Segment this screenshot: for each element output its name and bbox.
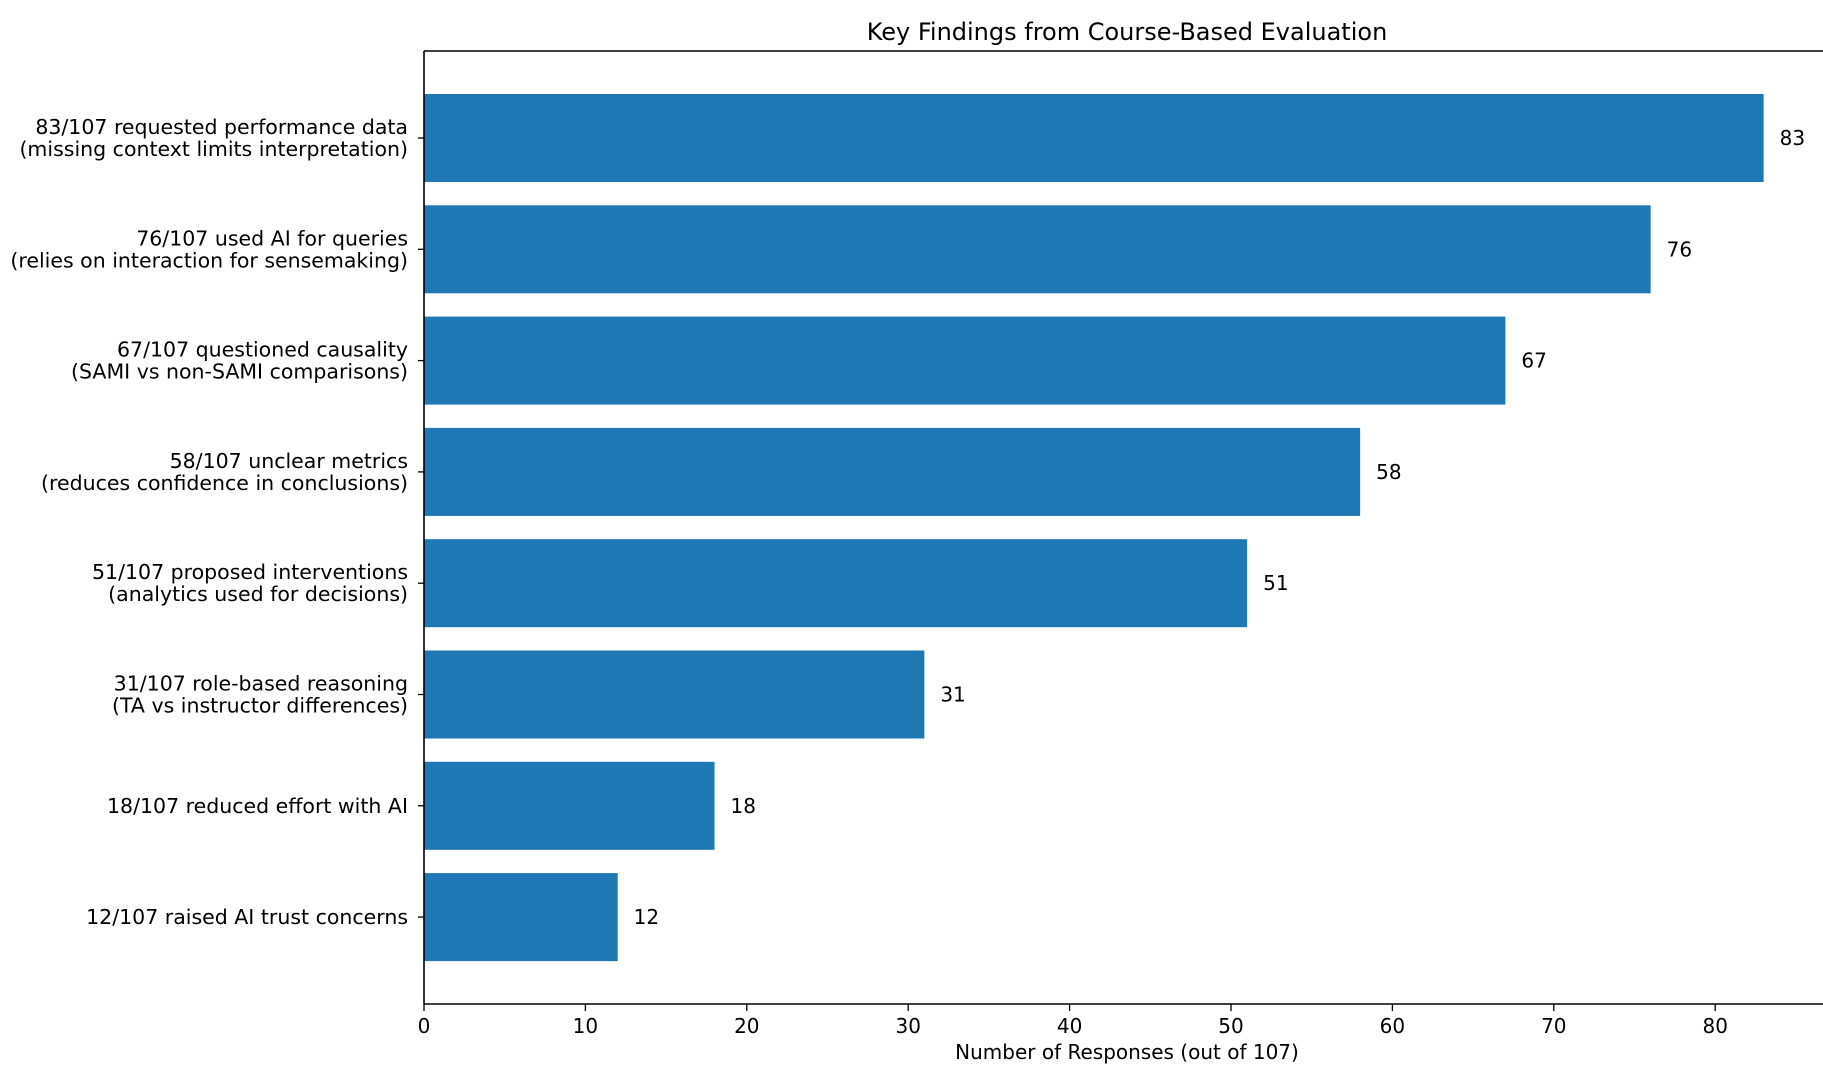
- data-label-5: 51: [1263, 571, 1288, 595]
- x-ticks-group: 0 10 20 30 40 50 60 70 80: [418, 1004, 1728, 1038]
- data-label-6: 31: [940, 683, 965, 707]
- category-label-8-line-1: 12/107 raised AI trust concerns: [86, 905, 408, 929]
- category-label-6-line-1: 31/107 role-based reasoning: [114, 672, 408, 696]
- bar-5: [424, 539, 1248, 628]
- category-label-1-line-2: (missing context limits interpretation): [19, 137, 408, 161]
- data-label-4: 58: [1376, 460, 1401, 484]
- category-label-1: 83/107 requested performance data (missin…: [19, 115, 408, 161]
- bar-2: [424, 205, 1651, 294]
- bar-3: [424, 316, 1506, 405]
- x-tick-label-50: 50: [1218, 1014, 1243, 1038]
- category-label-3: 67/107 questioned causality (SAMI vs non-…: [71, 338, 408, 384]
- data-label-1: 83: [1780, 126, 1805, 150]
- category-label-4: 58/107 unclear metrics (reduces confidenc…: [41, 449, 408, 495]
- category-label-7: 18/107 reduced effort with AI: [107, 794, 408, 818]
- x-tick-label-40: 40: [1057, 1014, 1082, 1038]
- category-label-2-line-2: (relies on interaction for sensemaking): [10, 248, 408, 272]
- x-tick-label-10: 10: [573, 1014, 598, 1038]
- data-label-8: 12: [634, 905, 659, 929]
- bar-7: [424, 761, 715, 850]
- category-label-5-line-2: (analytics used for decisions): [108, 582, 408, 606]
- category-label-1-line-1: 83/107 requested performance data: [35, 115, 408, 139]
- data-label-3: 67: [1521, 349, 1546, 373]
- data-labels-group: 83 76 67 58 51 31 18 12: [634, 126, 1805, 929]
- x-tick-label-30: 30: [895, 1014, 920, 1038]
- category-label-5: 51/107 proposed interventions (analytics …: [92, 560, 408, 606]
- axes-group: [418, 50, 1823, 1005]
- category-label-2-line-1: 76/107 used AI for queries: [136, 226, 408, 250]
- x-tick-label-60: 60: [1380, 1014, 1405, 1038]
- x-tick-label-20: 20: [734, 1014, 759, 1038]
- category-label-5-line-1: 51/107 proposed interventions: [92, 560, 408, 584]
- bar-6: [424, 650, 925, 739]
- category-label-8: 12/107 raised AI trust concerns: [86, 905, 408, 929]
- x-tick-label-0: 0: [418, 1014, 431, 1038]
- category-label-4-line-1: 58/107 unclear metrics: [170, 449, 408, 473]
- category-label-3-line-1: 67/107 questioned causality: [117, 338, 408, 362]
- data-label-7: 18: [731, 794, 756, 818]
- x-axis-label: Number of Responses (out of 107): [955, 1040, 1299, 1064]
- chart-title: Key Findings from Course-Based Evaluatio…: [867, 18, 1388, 46]
- category-label-2: 76/107 used AI for queries (relies on int…: [10, 226, 408, 272]
- x-tick-label-70: 70: [1541, 1014, 1566, 1038]
- category-label-4-line-2: (reduces confidence in conclusions): [41, 471, 408, 495]
- bar-8: [424, 873, 618, 962]
- category-label-7-line-1: 18/107 reduced effort with AI: [107, 794, 408, 818]
- bar-4: [424, 427, 1361, 516]
- x-tick-label-80: 80: [1702, 1014, 1727, 1038]
- data-label-2: 76: [1667, 237, 1692, 261]
- bars-group: [424, 94, 1764, 962]
- category-labels-group: 83/107 requested performance data (missin…: [10, 115, 408, 929]
- category-label-6-line-2: (TA vs instructor differences): [112, 694, 408, 718]
- category-label-3-line-2: (SAMI vs non-SAMI comparisons): [71, 360, 408, 384]
- bar-1: [424, 94, 1764, 182]
- category-label-6: 31/107 role-based reasoning (TA vs instru…: [112, 672, 408, 718]
